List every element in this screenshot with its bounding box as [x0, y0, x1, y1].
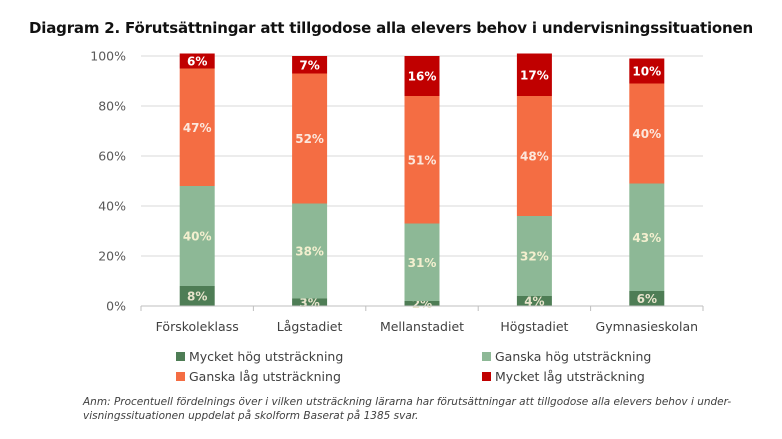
stacked-bar-chart: 0%20%40%60%80%100% 8%40%47%6%3%38%52%7%2… — [90, 49, 704, 334]
bar-segment — [179, 286, 215, 306]
bar-segment — [404, 223, 440, 301]
data-label: 31% — [408, 256, 437, 270]
data-label: 16% — [408, 70, 437, 84]
y-tick-label: 0% — [106, 299, 126, 314]
x-tick-label: Lågstadiet — [277, 319, 343, 334]
bar-segment — [179, 53, 215, 69]
bar-segment — [516, 53, 552, 96]
data-label: 40% — [183, 230, 212, 244]
data-label: 17% — [520, 68, 549, 82]
data-label: 48% — [520, 150, 549, 164]
data-label: 40% — [632, 127, 661, 141]
legend-item: Mycket hög utsträckning — [176, 349, 343, 364]
data-label: 4% — [524, 295, 544, 309]
bar-segment — [516, 216, 552, 296]
chart-title: Diagram 2. Förutsättningar att tillgodos… — [29, 19, 753, 37]
x-tick-label: Mellanstadiet — [380, 319, 464, 334]
data-label: 8% — [187, 290, 207, 304]
bar-segment — [404, 96, 440, 224]
y-tick-label: 60% — [98, 149, 126, 164]
chart-note-line: visningssituationen uppdelat på skolform… — [83, 409, 419, 422]
data-label: 52% — [295, 132, 324, 146]
data-label: 7% — [299, 58, 319, 72]
bar-stack: 3%38%52%7% — [292, 56, 328, 310]
data-label: 51% — [408, 153, 437, 167]
legend-label: Mycket hög utsträckning — [189, 349, 344, 364]
bar-segment — [179, 68, 215, 186]
legend-swatch — [176, 352, 185, 361]
legend-label: Ganska låg utsträckning — [189, 369, 341, 384]
bar-segment — [629, 83, 665, 184]
y-tick-label: 100% — [90, 49, 126, 64]
y-tick-label: 80% — [98, 99, 126, 114]
bar-segment — [404, 56, 440, 96]
bar-stack: 6% 43% 40% 10% — [629, 58, 665, 306]
data-label: 43% — [632, 231, 661, 245]
bar-segment — [292, 56, 328, 74]
bar-stack: 4% 32% 48% 17% — [516, 53, 552, 309]
y-tick-label: 20% — [98, 249, 126, 264]
bar-segment — [292, 203, 328, 299]
bar-segment — [629, 183, 665, 291]
legend-item: Mycket låg utsträckning — [482, 369, 645, 384]
legend-item: Ganska hög utsträckning — [482, 349, 651, 364]
bar-segment — [516, 96, 552, 216]
y-axis-ticks: 0% 20% 40% 60% 80% 100% — [90, 49, 126, 314]
data-label: 10% — [632, 65, 661, 79]
bar-segment — [516, 296, 552, 306]
y-tick-label: 40% — [98, 199, 126, 214]
bars: 8%40%47%6%3%38%52%7%2%31%51%16%4%32%48%1… — [179, 53, 665, 311]
bar-segment — [292, 73, 328, 204]
data-label: 6% — [187, 55, 207, 69]
bar-stack: 2%31%51%16% — [404, 56, 440, 311]
x-tick-label: Högstadiet — [500, 319, 568, 334]
x-tick-label: Förskoleklass — [156, 319, 239, 334]
legend-label: Mycket låg utsträckning — [495, 369, 645, 384]
legend-item: Ganska låg utsträckning — [176, 369, 341, 384]
x-axis: Förskoleklass Lågstadiet Mellanstadiet Högs… — [140, 305, 704, 334]
chart-note: Anm: Procentuell fördelnings över i vilk… — [83, 396, 733, 423]
bar-segment — [179, 186, 215, 286]
bar-stack: 8% 40% 47% 6% — [179, 53, 215, 306]
legend-swatch — [176, 372, 185, 381]
data-label: 32% — [520, 250, 549, 264]
data-label: 38% — [295, 245, 324, 259]
legend-swatch — [482, 352, 491, 361]
legend-swatch — [482, 372, 491, 381]
data-label: 47% — [183, 121, 212, 135]
chart-note-line: Anm: Procentuell fördelnings över i vilk… — [83, 396, 732, 408]
bar-segment — [404, 301, 440, 306]
legend-label: Ganska hög utsträckning — [495, 349, 652, 364]
x-tick-label: Gymnasieskolan — [596, 319, 699, 334]
bar-segment — [629, 291, 665, 306]
data-label: 6% — [637, 292, 657, 306]
bar-segment — [629, 58, 665, 84]
bar-segment — [292, 298, 328, 306]
